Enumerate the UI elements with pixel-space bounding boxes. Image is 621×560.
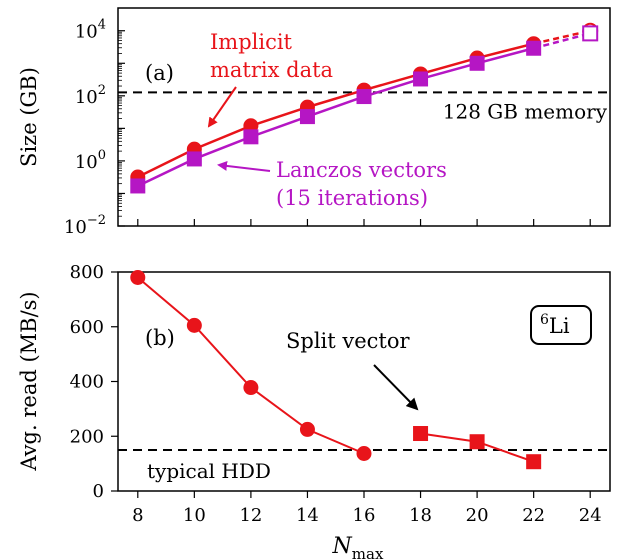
data-point (469, 55, 485, 71)
data-point (243, 380, 259, 396)
data-point (130, 178, 146, 194)
data-point (130, 269, 146, 285)
ytick-label-1e2: 102 (75, 83, 106, 108)
ytick-label: 800 (70, 262, 104, 283)
data-point (299, 421, 315, 437)
panel-b-label: (b) (145, 326, 175, 350)
ytick-label: 200 (70, 426, 104, 447)
lanczos-label-line1: Lanczos vectors (276, 158, 447, 182)
panel-a-ylabel: Size (GB) (17, 67, 41, 167)
panel-a-ticks (118, 30, 591, 227)
panel-b-series (130, 269, 542, 470)
xtick-label: 12 (239, 505, 262, 526)
series-line-0 (137, 42, 534, 179)
data-point (413, 426, 429, 442)
panel-a-series (130, 22, 599, 194)
split-vector-label: Split vector (286, 329, 411, 353)
xtick-label: 20 (466, 505, 489, 526)
split-vector-arrow (373, 364, 419, 411)
isotope-box (530, 305, 592, 345)
implicit-annotation: Implicit matrix data (210, 30, 333, 82)
xtick-label: 22 (522, 505, 545, 526)
ytick-label-1e-2: 10−2 (64, 213, 106, 238)
isotope-label: 6Li (540, 312, 570, 338)
lanczos-label-line2: (15 iterations) (276, 186, 428, 210)
data-point (469, 434, 485, 450)
xtick-label: 24 (579, 505, 602, 526)
data-point (356, 445, 372, 461)
series-line-1 (137, 47, 534, 188)
series-extrapolation-1 (533, 32, 591, 50)
read-series-line-0 (137, 276, 365, 455)
xtick-label: 8 (132, 505, 143, 526)
xtick-label: 14 (296, 505, 319, 526)
panel-a: Size (GB) 104 102 100 10−2 128 GB memory… (17, 7, 611, 238)
data-point (186, 317, 202, 333)
x-axis-label: Nmax (332, 534, 384, 560)
series-extrapolation-0 (533, 29, 591, 45)
hdd-speed-label: typical HDD (147, 459, 271, 483)
xtick-label: 10 (183, 505, 206, 526)
ytick-label: 400 (70, 372, 104, 393)
panel-b-ytick-labels: 0 200 400 600 800 (70, 262, 104, 502)
panel-b-xtick-labels: 8 10 12 14 16 18 20 22 24 (132, 505, 602, 526)
panel-a-label: (a) (145, 61, 174, 85)
ytick-label-1e0: 100 (75, 148, 106, 173)
xtick-label: 18 (409, 505, 432, 526)
ytick-label-1e4: 104 (75, 18, 106, 43)
memory-limit-label: 128 GB memory (443, 99, 608, 123)
implicit-label-line1: Implicit (210, 30, 293, 54)
data-point (299, 109, 315, 125)
panel-a-ytick-labels: 104 102 100 10−2 (64, 18, 106, 238)
xtick-label: 16 (353, 505, 376, 526)
data-point (526, 40, 542, 56)
data-point (243, 129, 259, 145)
data-point (413, 71, 429, 87)
data-point (356, 89, 372, 105)
data-point (186, 151, 202, 167)
ytick-label: 0 (93, 481, 104, 502)
panel-b: Avg. read (MB/s) 0 200 400 600 800 8 10 12 14 16… (17, 262, 611, 560)
lanczos-arrow (217, 160, 271, 172)
data-point (526, 454, 542, 470)
data-point (582, 25, 599, 42)
ytick-label: 600 (70, 317, 104, 338)
implicit-label-line2: matrix data (210, 58, 333, 82)
panel-b-ticks (111, 271, 591, 498)
lanczos-annotation: Lanczos vectors (15 iterations) (276, 158, 447, 210)
implicit-arrow (207, 86, 237, 128)
panel-b-ylabel: Avg. read (MB/s) (17, 291, 41, 471)
